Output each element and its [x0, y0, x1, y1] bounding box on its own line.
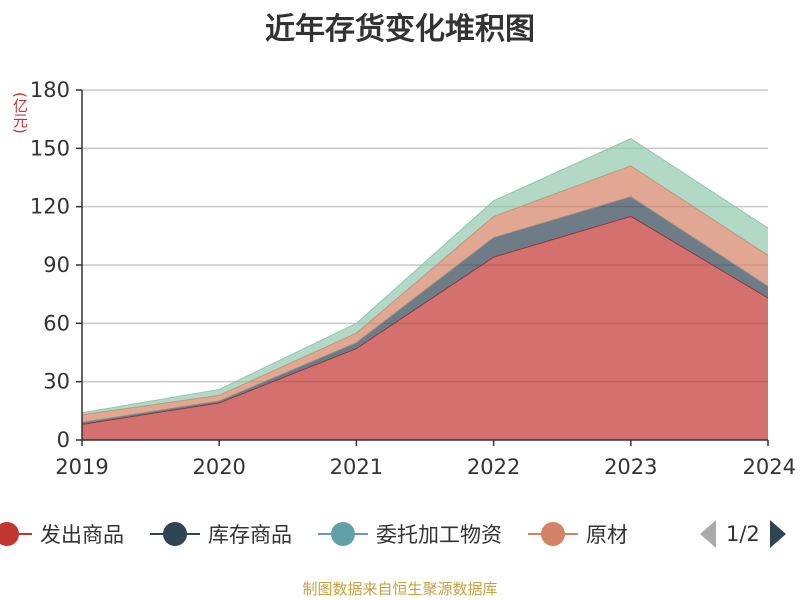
y-tick-label-3: 90 — [43, 253, 70, 277]
y-tick-label-2: 60 — [43, 311, 70, 335]
x-tick-label-3: 2022 — [467, 455, 520, 479]
area-series — [81, 138, 769, 440]
legend-marker — [0, 522, 32, 546]
legend-pager: 1/2 — [700, 516, 786, 552]
y-axis-label: (亿元) — [11, 92, 29, 134]
y-tick-label-5: 150 — [30, 136, 70, 160]
y-tick-label-1: 30 — [43, 370, 70, 394]
y-tick-label-0: 0 — [57, 428, 70, 452]
legend: 发出商品 库存商品 委托加工物资 原材 — [0, 512, 686, 556]
legend-item-4[interactable]: 原材 — [528, 519, 628, 549]
legend-item-3[interactable]: 委托加工物资 — [318, 519, 502, 549]
legend-item-1[interactable]: 发出商品 — [0, 519, 124, 549]
x-tick-label-5: 2024 — [743, 455, 796, 479]
y-tick-label-4: 120 — [30, 195, 70, 219]
series-line-5 — [81, 138, 769, 414]
x-tick-label-0: 2019 — [55, 455, 108, 479]
axes: 0 30 60 90 120 150 180 2019 2020 2021 2022 2023 2024 — [30, 78, 796, 479]
legend-marker — [528, 522, 578, 546]
x-tick-label-1: 2020 — [192, 455, 245, 479]
legend-label: 发出商品 — [40, 523, 124, 547]
legend-viewport: 发出商品 库存商品 委托加工物资 原材 — [0, 512, 686, 556]
legend-item-2[interactable]: 库存商品 — [150, 519, 292, 549]
legend-marker — [318, 522, 368, 546]
legend-marker — [150, 522, 200, 546]
chart-title: 近年存货变化堆积图 — [265, 12, 535, 47]
pager-prev-icon[interactable] — [700, 520, 716, 548]
source-note: 制图数据来自恒生聚源数据库 — [302, 580, 498, 598]
x-tick-label-2: 2021 — [330, 455, 383, 479]
legend-page-indicator: 1/2 — [726, 522, 760, 546]
legend-label: 委托加工物资 — [376, 523, 502, 547]
x-tick-label-4: 2023 — [604, 455, 657, 479]
y-tick-label-6: 180 — [30, 78, 70, 102]
legend-label: 原材 — [586, 523, 628, 547]
pager-next-icon[interactable] — [769, 520, 786, 548]
area-series-1 — [82, 216, 768, 440]
legend-label: 库存商品 — [208, 523, 292, 547]
